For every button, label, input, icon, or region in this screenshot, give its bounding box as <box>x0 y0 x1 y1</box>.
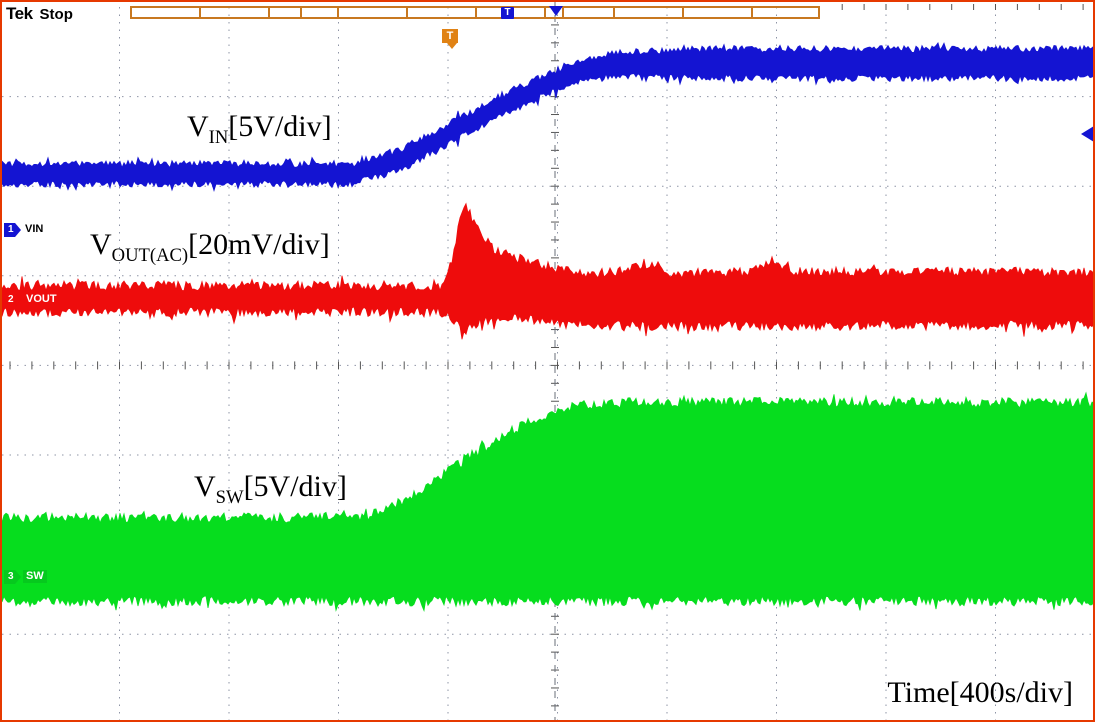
record-view-bar <box>130 6 820 19</box>
sw-trace <box>2 393 1095 611</box>
vin-annotation-base: V <box>187 110 209 143</box>
trigger-time-flag-icon: T <box>442 29 458 43</box>
vsw-scale-annotation: VSW[5V/div] <box>194 472 347 502</box>
trigger-point-icon: T <box>501 7 514 19</box>
vout-annotation-scale: [20mV/div] <box>188 228 330 261</box>
trigger-time-flag-tail-icon <box>447 43 457 49</box>
channel-2-label: VOUT <box>23 293 60 306</box>
vout-annotation-sub: OUT(AC) <box>112 245 188 266</box>
vin-annotation-sub: IN <box>209 127 229 148</box>
vin-scale-annotation: VIN[5V/div] <box>187 112 332 142</box>
record-window-bracket <box>300 6 564 19</box>
trigger-position-arrow-icon <box>549 6 563 16</box>
graticule <box>2 7 1095 722</box>
waveform-display <box>2 2 1095 722</box>
tek-logo: Tek <box>6 4 33 24</box>
vout-scale-annotation: VOUT(AC)[20mV/div] <box>90 230 330 260</box>
vsw-annotation-base: V <box>194 470 216 503</box>
timebase-annotation: Time[400s/div] <box>887 678 1073 708</box>
vin-annotation-scale: [5V/div] <box>228 110 331 143</box>
vout-annotation-base: V <box>90 228 112 261</box>
channel-1-label: VIN <box>25 223 43 236</box>
center-axis-ticks <box>10 4 1083 722</box>
channel-3-label: SW <box>23 570 47 583</box>
oscilloscope-screen: Tek Stop T T 1 VIN 2 VOUT 3 SW VIN[5V/di… <box>0 0 1095 722</box>
trigger-level-arrow-icon <box>1081 126 1094 142</box>
status-bar: Tek Stop <box>4 2 79 25</box>
vsw-annotation-sub: SW <box>216 487 244 508</box>
vout-trace <box>2 204 1095 340</box>
vin-trace <box>2 43 1095 191</box>
acquisition-status: Stop <box>40 6 73 23</box>
vsw-annotation-scale: [5V/div] <box>244 470 347 503</box>
